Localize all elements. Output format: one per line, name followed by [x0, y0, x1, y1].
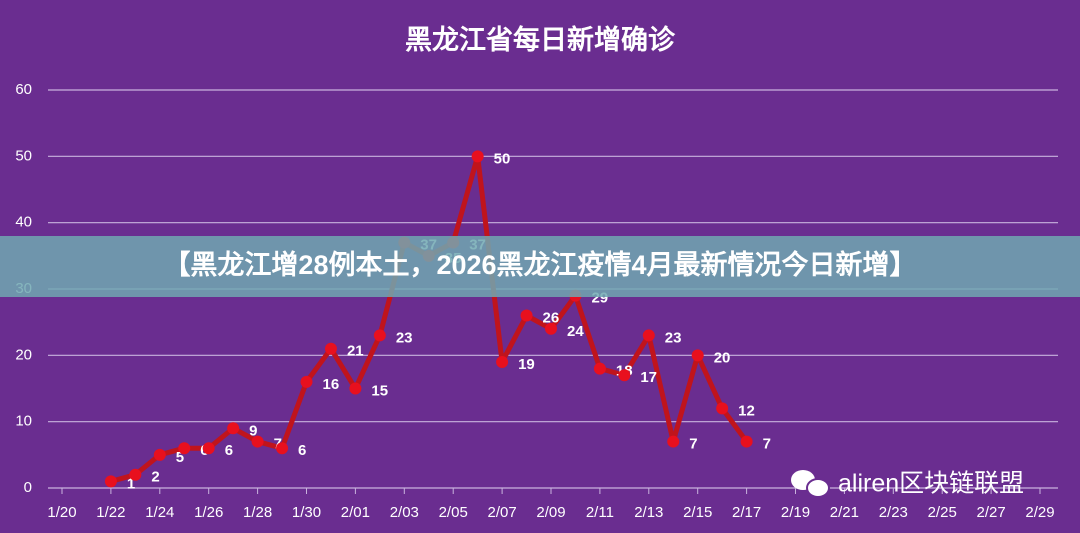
x-tick-label: 2/07	[487, 504, 516, 521]
y-tick-label: 0	[24, 479, 32, 496]
data-label: 5	[176, 449, 184, 466]
point	[373, 329, 386, 342]
point	[227, 422, 240, 435]
point	[471, 150, 484, 163]
point	[545, 322, 557, 335]
data-label: 50	[494, 150, 511, 167]
data-label: 7	[763, 436, 771, 453]
data-label: 17	[640, 369, 657, 386]
x-tick-label: 2/11	[586, 504, 614, 521]
point	[276, 442, 289, 455]
data-label: 24	[567, 323, 584, 340]
point	[716, 402, 729, 415]
point	[593, 362, 606, 375]
x-tick-label: 1/30	[292, 504, 321, 521]
data-label: 21	[347, 343, 364, 360]
data-label: 20	[714, 349, 731, 366]
point	[349, 382, 362, 395]
data-label: 23	[665, 329, 682, 346]
x-tick-label: 1/26	[194, 504, 223, 521]
point	[178, 442, 191, 455]
data-label: 6	[298, 442, 306, 459]
data-label: 1	[127, 475, 135, 492]
point	[642, 329, 655, 342]
x-tick-label: 2/15	[683, 504, 712, 521]
x-tick-label: 2/09	[536, 504, 565, 521]
x-tick-label: 2/13	[634, 504, 663, 521]
banner-text: 【黑龙江增28例本土，2026黑龙江疫情4月最新情况今日新增】	[163, 249, 916, 280]
x-tick-label: 2/27	[976, 504, 1005, 521]
data-label: 19	[518, 356, 535, 373]
point	[618, 369, 631, 382]
x-tick-label: 1/22	[96, 504, 125, 521]
y-tick-label: 50	[15, 147, 32, 164]
watermark-icon	[791, 470, 830, 498]
banner-bg	[0, 236, 1080, 297]
point	[740, 435, 753, 448]
point	[202, 442, 215, 455]
y-tick-label: 10	[15, 413, 32, 430]
data-label: 12	[738, 402, 755, 419]
data-label: 6	[225, 442, 233, 459]
data-label: 7	[689, 436, 697, 453]
point	[691, 349, 704, 362]
y-tick-label: 20	[15, 346, 32, 363]
x-tick-label: 1/24	[145, 504, 174, 521]
x-tick-label: 2/21	[830, 504, 859, 521]
data-label: 23	[396, 329, 413, 346]
point	[324, 342, 337, 355]
point	[300, 375, 313, 388]
point	[153, 448, 166, 461]
x-tick-label: 2/03	[390, 504, 419, 521]
watermark: aliren区块链联盟	[838, 470, 1024, 498]
point	[251, 435, 264, 448]
y-tick-label: 40	[15, 214, 32, 231]
data-label: 15	[371, 382, 388, 399]
x-tick-label: 2/17	[732, 504, 761, 521]
x-tick-label: 2/25	[928, 504, 957, 521]
x-tick-label: 2/29	[1025, 504, 1054, 521]
point	[496, 355, 509, 368]
x-tick-label: 2/23	[879, 504, 908, 521]
x-tick-label: 1/28	[243, 504, 272, 521]
data-label: 16	[323, 376, 340, 393]
point	[667, 435, 680, 448]
x-tick-label: 1/20	[47, 504, 76, 521]
y-tick-label: 60	[15, 81, 32, 98]
chart-title: 黑龙江省每日新增确诊	[405, 24, 676, 55]
point	[104, 475, 117, 488]
point	[129, 468, 142, 481]
data-label: 2	[151, 469, 159, 486]
data-label: 9	[249, 422, 257, 439]
x-tick-label: 2/19	[781, 504, 810, 521]
x-tick-label: 2/01	[341, 504, 370, 521]
x-tick-label: 2/05	[439, 504, 468, 521]
point	[520, 309, 533, 322]
data-label: 26	[543, 310, 560, 327]
